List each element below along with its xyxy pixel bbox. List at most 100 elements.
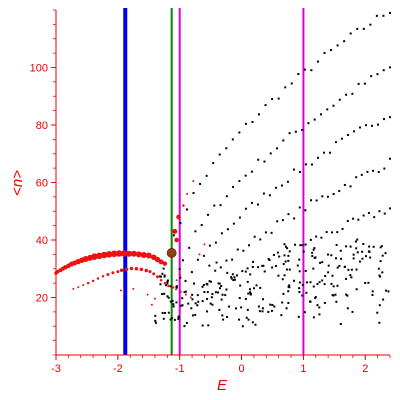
black-point <box>238 318 241 321</box>
black-point <box>316 304 319 307</box>
black-point <box>311 251 314 254</box>
red-point <box>115 250 123 257</box>
black-point <box>309 238 312 241</box>
red-point <box>130 250 137 257</box>
black-point <box>271 98 274 101</box>
black-point <box>217 282 220 285</box>
black-point <box>185 208 188 211</box>
black-point <box>288 268 291 271</box>
red-point <box>176 214 181 220</box>
black-point <box>177 315 180 318</box>
black-point <box>286 247 289 250</box>
black-point <box>313 118 316 121</box>
black-point <box>234 307 237 310</box>
black-point <box>205 174 208 177</box>
black-point <box>194 302 197 305</box>
black-point <box>364 282 367 285</box>
black-point <box>252 260 255 263</box>
black-point <box>286 180 289 183</box>
black-point <box>323 301 326 304</box>
black-point <box>276 147 279 150</box>
black-point <box>172 234 175 237</box>
black-point <box>247 292 250 295</box>
black-point <box>244 174 247 177</box>
red-point <box>172 286 175 289</box>
y-axis-title: <n> <box>9 170 26 196</box>
black-point <box>334 293 337 296</box>
black-point <box>167 296 170 299</box>
black-point <box>218 153 221 156</box>
black-point <box>246 267 249 270</box>
black-point <box>323 51 326 54</box>
black-point <box>269 152 272 155</box>
black-point <box>225 195 228 198</box>
black-point <box>316 60 319 63</box>
black-point <box>389 66 391 69</box>
black-point <box>185 321 188 324</box>
black-point <box>312 285 315 288</box>
black-point <box>322 151 325 154</box>
black-point <box>376 123 379 126</box>
black-point <box>238 216 241 219</box>
black-point <box>304 163 307 166</box>
red-point <box>167 284 170 288</box>
red-point <box>148 270 152 274</box>
black-point <box>352 257 355 260</box>
black-point <box>231 273 234 276</box>
black-point <box>250 201 253 204</box>
black-point <box>340 257 343 260</box>
black-point <box>257 305 260 308</box>
black-point <box>350 276 353 279</box>
black-point <box>209 302 212 305</box>
black-point <box>283 243 286 246</box>
red-point <box>155 275 159 279</box>
black-point <box>244 207 247 210</box>
black-point <box>160 293 163 296</box>
black-point <box>231 258 234 261</box>
black-point <box>310 69 313 72</box>
red-point <box>153 297 156 300</box>
black-point <box>356 27 359 30</box>
black-point <box>274 264 277 267</box>
black-point <box>201 285 204 288</box>
black-point <box>161 272 164 275</box>
black-point <box>283 274 286 277</box>
black-point <box>267 257 270 260</box>
red-point <box>120 250 128 257</box>
black-point <box>335 243 338 246</box>
black-point <box>268 259 271 262</box>
black-point <box>238 297 241 300</box>
black-point <box>310 199 313 202</box>
black-point <box>259 238 262 241</box>
black-point <box>166 295 169 298</box>
red-point <box>116 270 120 274</box>
black-point <box>211 303 214 306</box>
black-point <box>288 132 291 135</box>
black-point <box>203 291 206 294</box>
black-point <box>271 303 274 306</box>
black-point <box>330 231 333 234</box>
black-point <box>172 305 175 308</box>
black-point <box>217 291 220 294</box>
black-point <box>301 294 304 297</box>
red-point <box>91 279 95 283</box>
black-point <box>284 245 287 248</box>
black-point <box>335 257 338 260</box>
black-point <box>303 68 306 71</box>
black-point <box>314 297 317 300</box>
red-point <box>111 271 115 275</box>
black-point <box>330 282 333 285</box>
black-point <box>352 130 355 133</box>
black-point <box>298 291 301 294</box>
black-point <box>309 281 312 284</box>
red-point <box>119 268 124 272</box>
black-point <box>345 277 348 280</box>
black-point <box>298 270 301 273</box>
red-point <box>186 193 189 195</box>
black-point <box>154 321 157 324</box>
black-point <box>331 294 334 297</box>
black-point <box>376 311 379 314</box>
black-point <box>258 113 261 116</box>
black-point <box>215 261 218 264</box>
black-point <box>354 240 357 243</box>
